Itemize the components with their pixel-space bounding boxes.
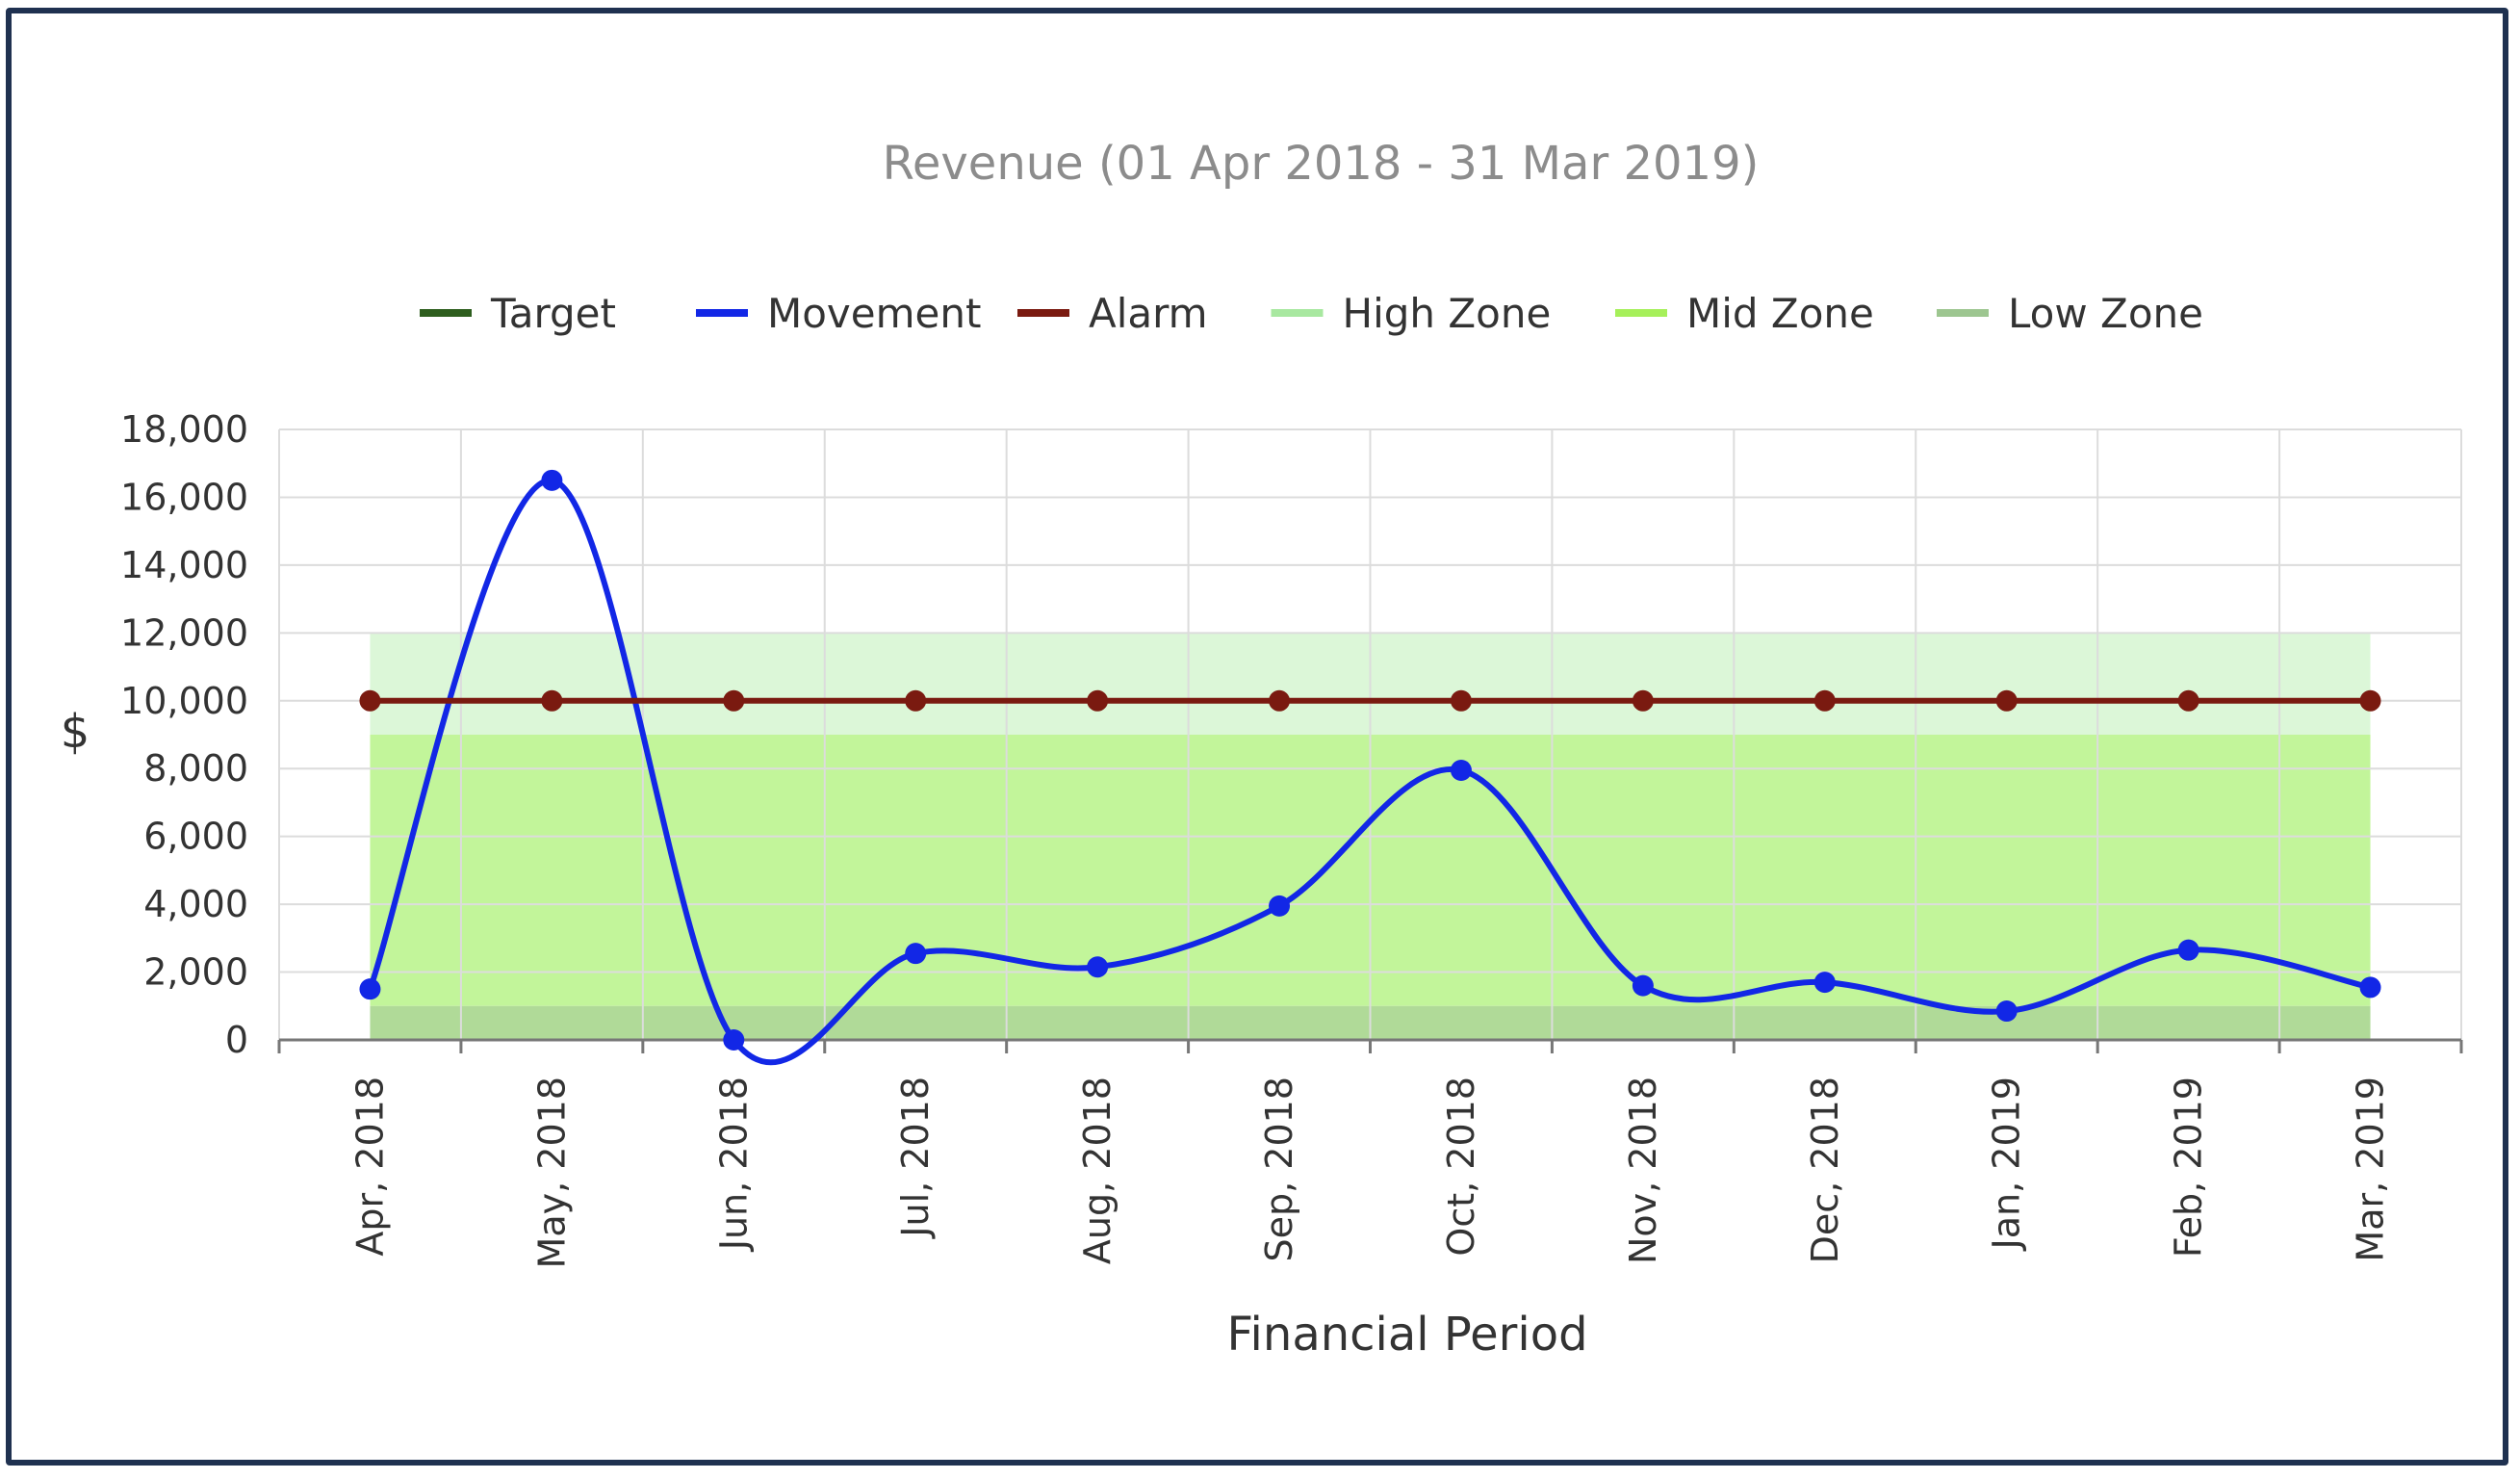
x-tick-label: Nov, 2018 <box>1622 1077 1664 1264</box>
x-tick-label: Mar, 2019 <box>2350 1077 2392 1262</box>
alarm-point <box>723 689 745 712</box>
x-tick-label: Apr, 2018 <box>348 1077 391 1257</box>
alarm-point <box>1450 689 1472 712</box>
alarm-point <box>1995 689 2018 712</box>
x-tick-label: Dec, 2018 <box>1804 1077 1846 1263</box>
x-tick-label: Feb, 2019 <box>2168 1077 2210 1258</box>
x-tick-label: Jun, 2018 <box>712 1077 755 1252</box>
alarm-point <box>905 689 927 712</box>
y-tick-label: 4,000 <box>143 883 248 925</box>
legend-label-movement: Movement <box>767 290 981 337</box>
alarm-point <box>2177 689 2199 712</box>
legend-item-mid-zone: Mid Zone <box>1615 290 1874 337</box>
y-tick-label: 6,000 <box>143 816 248 858</box>
alarm-point <box>1813 689 1836 712</box>
legend-label-high-zone: High Zone <box>1343 290 1552 337</box>
movement-point <box>1269 895 1291 917</box>
movement-point <box>1087 956 1109 978</box>
alarm-point <box>2359 689 2381 712</box>
alarm-point <box>359 689 381 712</box>
chart-title: Revenue (01 Apr 2018 - 31 Mar 2019) <box>883 137 1760 191</box>
movement-point <box>1632 974 1654 997</box>
alarm-point <box>1632 689 1654 712</box>
legend-label-low-zone: Low Zone <box>2008 290 2203 337</box>
x-tick-label: May, 2018 <box>530 1077 573 1268</box>
legend-item-target: Target <box>420 290 616 337</box>
movement-point <box>1450 759 1472 781</box>
x-tick-label: Sep, 2018 <box>1258 1077 1300 1262</box>
movement-point <box>2177 939 2199 961</box>
movement-point <box>2359 976 2381 999</box>
x-tick-label: Jan, 2019 <box>1986 1077 2028 1251</box>
y-tick-label: 8,000 <box>143 747 248 790</box>
axes-layer: 0 2,000 4,000 6,000 8,000 10,000 12,000 14,000 1… <box>120 408 2463 1268</box>
y-tick-label: 16,000 <box>120 476 248 518</box>
legend-item-movement: Movement <box>696 290 981 337</box>
movement-point <box>1813 972 1836 994</box>
x-tick-label: Jul, 2018 <box>894 1077 937 1239</box>
y-tick-label: 14,000 <box>120 544 248 586</box>
legend-item-high-zone: High Zone <box>1271 290 1552 337</box>
legend-label-mid-zone: Mid Zone <box>1686 290 1874 337</box>
legend-label-target: Target <box>490 290 616 337</box>
x-tick-label: Aug, 2018 <box>1076 1077 1119 1264</box>
legend-item-low-zone: Low Zone <box>1937 290 2203 337</box>
movement-point <box>1995 1000 2018 1023</box>
movement-point <box>905 943 927 965</box>
alarm-point <box>1087 689 1109 712</box>
alarm-point <box>541 689 563 712</box>
movement-point <box>359 978 381 1000</box>
movement-point <box>541 469 563 491</box>
legend-label-alarm: Alarm <box>1089 290 1208 337</box>
y-tick-label: 0 <box>225 1019 248 1061</box>
y-tick-label: 10,000 <box>120 680 248 722</box>
legend-item-alarm: Alarm <box>1017 290 1208 337</box>
y-tick-label: 2,000 <box>143 951 248 994</box>
series-layer <box>359 469 2381 1066</box>
x-axis-title: Financial Period <box>1226 1308 1587 1362</box>
alarm-point <box>1269 689 1291 712</box>
y-tick-label: 12,000 <box>120 611 248 654</box>
x-tick-label: Oct, 2018 <box>1440 1077 1482 1257</box>
movement-point <box>723 1029 745 1051</box>
y-axis-title: $ <box>61 705 90 759</box>
y-tick-label: 18,000 <box>120 408 248 451</box>
legend: Target Movement Alarm High Zone Mid Zone Low … <box>420 290 2203 337</box>
